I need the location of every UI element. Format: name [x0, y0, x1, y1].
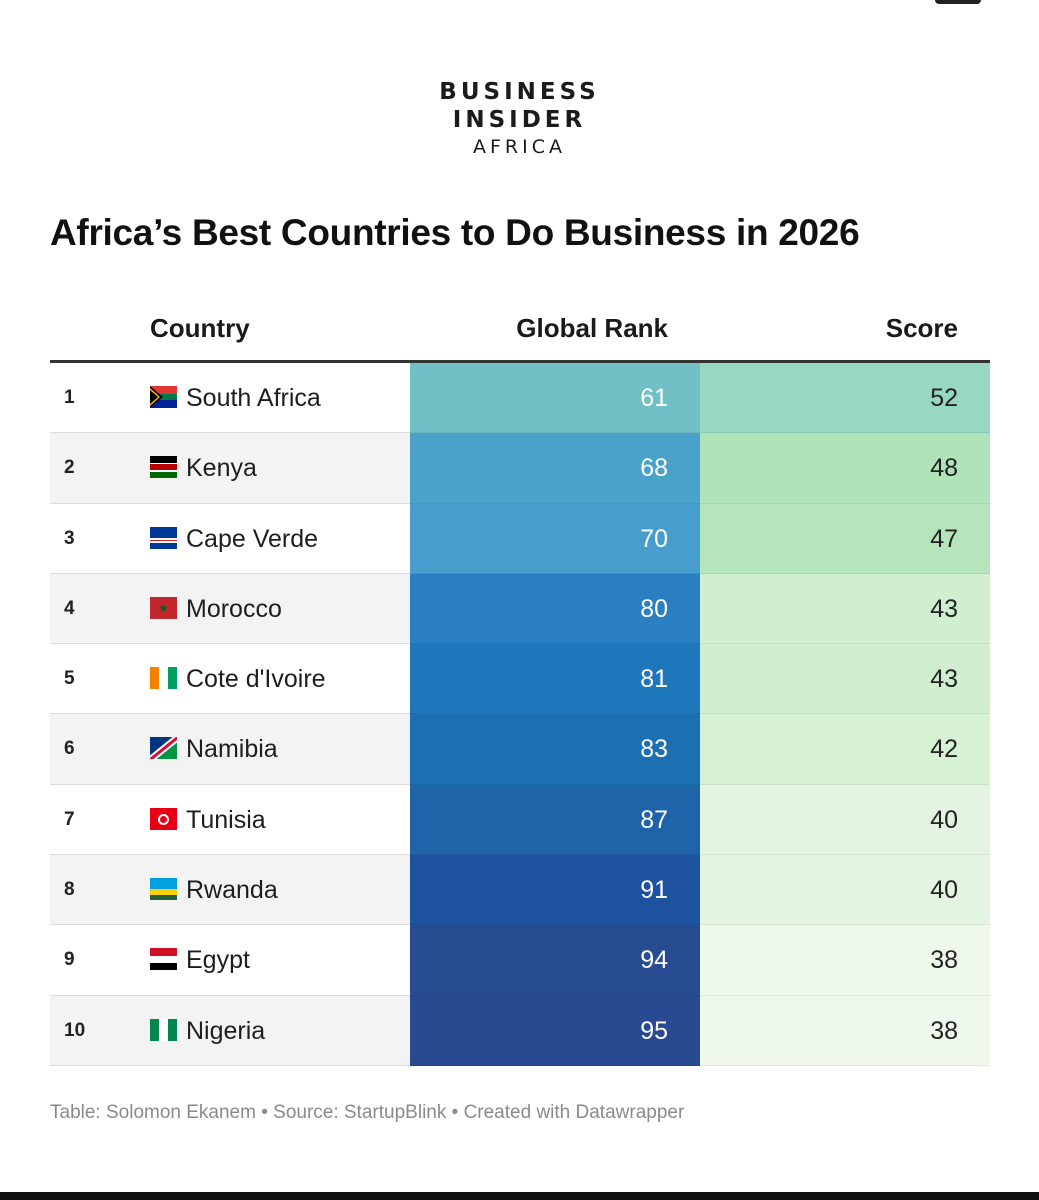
row-number: 2 — [64, 457, 75, 479]
bottom-bar — [0, 1192, 1039, 1200]
row-divider — [50, 854, 410, 856]
country-name: Morocco — [186, 594, 282, 623]
country-name: Kenya — [186, 454, 257, 483]
country-name: Cape Verde — [186, 524, 319, 553]
score-cell: 40 — [700, 855, 990, 926]
score-cell: 52 — [700, 363, 990, 434]
score-cell: 43 — [700, 573, 990, 645]
score-cell: 47 — [700, 503, 990, 574]
row-divider — [50, 924, 410, 926]
row-number: 6 — [64, 738, 75, 760]
score-cell: 40 — [700, 784, 990, 856]
row-divider — [50, 1064, 410, 1066]
score-cell: 42 — [700, 714, 990, 785]
table-row: 8 Rwanda 91 40 — [50, 855, 990, 926]
row-divider — [50, 994, 410, 996]
row-number: 5 — [64, 668, 75, 690]
chart-title: Africa’s Best Countries to Do Business i… — [50, 212, 860, 253]
table-header: Country Global Rank Score — [50, 308, 990, 360]
row-divider — [50, 432, 410, 434]
global-rank-cell: 80 — [410, 573, 700, 645]
logo-line-3: AFRICA — [473, 136, 566, 158]
global-rank-cell: 68 — [410, 433, 700, 504]
score-cell: 38 — [700, 925, 990, 996]
country-name: Rwanda — [186, 876, 278, 905]
row-number: 1 — [64, 387, 75, 408]
global-rank-cell: 83 — [410, 714, 700, 785]
global-rank-cell: 95 — [410, 995, 700, 1066]
global-rank-cell: 81 — [410, 644, 700, 715]
row-number: 10 — [64, 1019, 86, 1041]
row-divider — [50, 643, 410, 645]
logo-line-2: INSIDER — [452, 107, 587, 133]
row-number: 7 — [64, 808, 75, 830]
row-number: 8 — [64, 879, 75, 901]
score-cell: 43 — [700, 644, 990, 715]
global-rank-cell: 91 — [410, 855, 700, 926]
country-name: Egypt — [186, 946, 250, 975]
global-rank-cell: 70 — [410, 503, 700, 574]
row-divider — [50, 572, 410, 574]
global-rank-cell: 87 — [410, 784, 700, 856]
table-row: 3 Cape Verde 70 47 — [50, 503, 990, 574]
score-cell: 48 — [700, 433, 990, 504]
row-number: 4 — [64, 597, 75, 619]
country-name: Namibia — [186, 735, 278, 764]
top-edge — [0, 0, 1039, 10]
country-name: Tunisia — [186, 805, 266, 834]
table-row: 10 Nigeria 95 38 — [50, 995, 990, 1066]
table-body: 1 South Africa 61 52 2 Kenya 68 48 3 Cape Verde 70… — [50, 363, 990, 1066]
global-rank-cell: 94 — [410, 925, 700, 996]
table-footer: Table: Solomon Ekanem • Source: StartupB… — [50, 1102, 685, 1123]
column-header-country: Country — [150, 313, 250, 343]
column-header-score: Score — [885, 313, 958, 343]
country-name: Cote d'Ivoire — [186, 665, 326, 694]
column-header-global-rank: Global Rank — [516, 313, 668, 343]
business-insider-africa-logo: BUSINESS INSIDER AFRICA — [0, 78, 1039, 160]
table-row: 1 South Africa 61 52 — [50, 363, 990, 434]
row-number: 9 — [64, 949, 75, 971]
logo-line-1: BUSINESS — [439, 79, 600, 105]
country-name: Nigeria — [186, 1016, 266, 1045]
table-row: 9 Egypt 94 38 — [50, 925, 990, 996]
row-divider — [50, 502, 410, 504]
global-rank-cell: 61 — [410, 363, 700, 434]
country-name: South Africa — [186, 384, 321, 412]
score-cell: 38 — [700, 995, 990, 1066]
table-row: 7 Tunisia 87 40 — [50, 784, 990, 856]
top-corner-mark — [935, 0, 981, 4]
table-row: 6 Namibia 83 42 — [50, 714, 990, 785]
table-row: 5 Cote d'Ivoire 81 43 — [50, 644, 990, 715]
row-number: 3 — [64, 527, 75, 549]
row-divider — [50, 713, 410, 715]
header-rule — [50, 360, 990, 363]
table-row: 2 Kenya 68 48 — [50, 433, 990, 504]
table-row: 4 ★ Morocco 80 43 — [50, 573, 990, 645]
row-divider — [50, 783, 410, 785]
